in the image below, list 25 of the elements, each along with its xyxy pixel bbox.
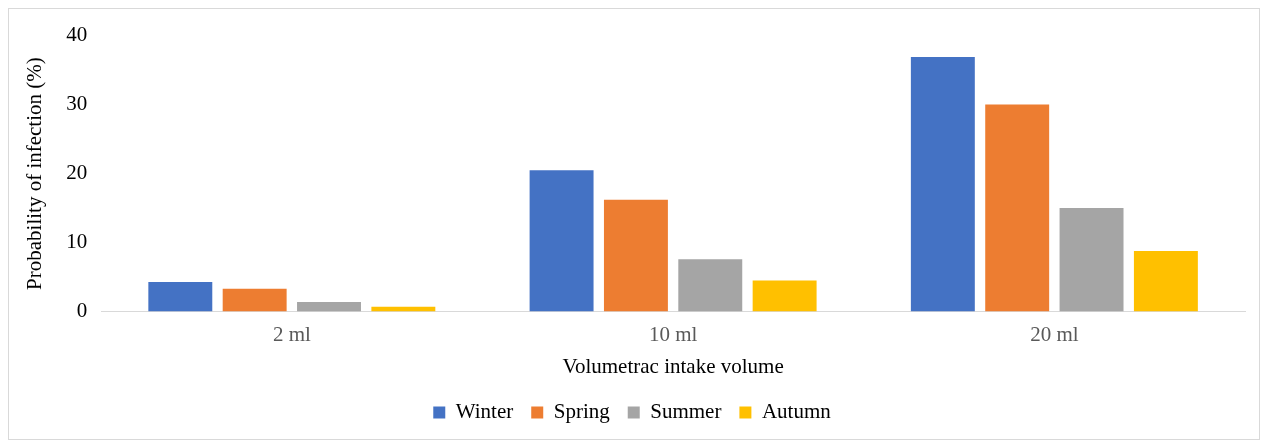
y-axis-title: Probability of infection (%) bbox=[22, 57, 47, 290]
bar bbox=[1133, 250, 1198, 312]
bar bbox=[752, 280, 817, 312]
bar bbox=[678, 259, 743, 312]
bar bbox=[1059, 208, 1124, 312]
legend-label: Summer bbox=[650, 399, 722, 424]
y-tick-label: 0 bbox=[76, 298, 88, 323]
x-axis-title: Volumetrac intake volume bbox=[562, 353, 784, 378]
bar bbox=[148, 281, 213, 312]
x-tick-label: 20 ml bbox=[1030, 321, 1079, 346]
legend-label: Spring bbox=[553, 399, 611, 424]
bar bbox=[529, 170, 594, 312]
y-tick-label: 10 bbox=[66, 229, 88, 254]
y-tick-label: 30 bbox=[66, 91, 88, 116]
bar bbox=[222, 288, 287, 312]
y-tick-label: 40 bbox=[66, 22, 88, 47]
x-tick-label: 2 ml bbox=[272, 321, 311, 346]
y-tick-label: 20 bbox=[66, 160, 88, 185]
legend-label: Winter bbox=[455, 399, 514, 424]
bar bbox=[297, 301, 361, 312]
x-tick-label: 10 ml bbox=[648, 321, 698, 346]
legend-label: Autumn bbox=[761, 399, 832, 424]
bar bbox=[910, 56, 975, 312]
bar bbox=[603, 199, 668, 312]
bar bbox=[985, 104, 1050, 312]
